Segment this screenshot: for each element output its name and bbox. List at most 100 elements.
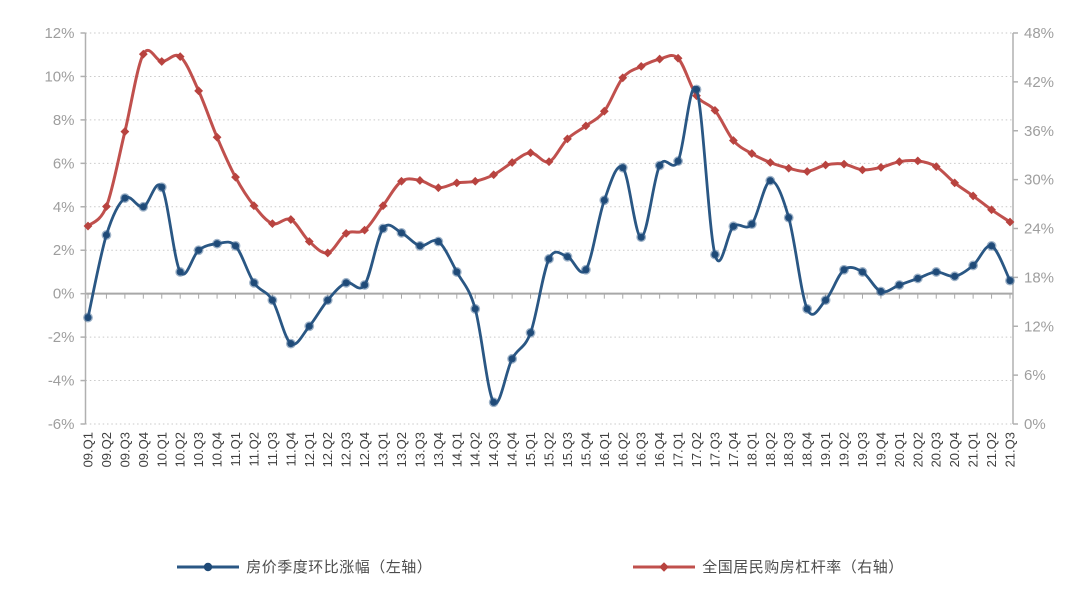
x-axis-label: 14.Q4 <box>505 432 520 467</box>
x-axis-label: 19.Q1 <box>818 432 833 467</box>
price-data-point-marker <box>599 195 610 206</box>
leverage-data-point-marker <box>138 49 148 59</box>
x-axis-label: 11.Q1 <box>228 432 243 466</box>
x-axis-label: 15.Q4 <box>578 432 593 467</box>
price-data-point-marker <box>1005 275 1015 286</box>
price-data-point-marker <box>765 175 776 186</box>
price-data-point-marker <box>949 271 960 282</box>
x-axis-label: 09.Q1 <box>81 432 96 467</box>
leverage-data-point-marker <box>802 167 812 176</box>
chart-legend: 房价季度环比涨幅（左轴） 全国居民购房杠杆率（右轴） <box>0 556 1080 577</box>
series-line-price <box>86 85 1012 405</box>
left-axis-label: 12% <box>44 25 74 42</box>
x-axis-label: 21.Q2 <box>984 432 999 467</box>
left-axis-label: 0% <box>53 286 75 303</box>
price-data-point-marker <box>193 245 204 256</box>
leverage-data-point-marker <box>710 105 720 115</box>
price-data-point-marker <box>876 286 886 297</box>
price-data-point-marker <box>138 201 149 212</box>
price-data-point-marker <box>562 251 573 262</box>
x-axis-label: 16.Q1 <box>597 432 612 467</box>
price-data-point-marker <box>378 223 388 234</box>
x-axis-label: 14.Q3 <box>486 432 501 467</box>
x-axis-label: 21.Q3 <box>1003 432 1018 467</box>
price-data-point-marker <box>83 312 93 323</box>
leverage-data-point-marker <box>839 159 849 169</box>
price-data-point-marker <box>820 295 831 306</box>
leverage-data-point-marker <box>784 163 794 173</box>
x-axis-label: 16.Q4 <box>652 432 667 467</box>
leverage-data-point-marker <box>378 201 388 211</box>
price-data-point-marker <box>267 295 278 306</box>
x-axis-label: 11.Q3 <box>265 432 280 466</box>
legend-label-leverage: 全国居民购房杠杆率（右轴） <box>702 559 904 576</box>
x-axis-label: 09.Q3 <box>117 432 132 467</box>
right-axis-label: 24% <box>1024 221 1054 238</box>
leverage-data-point-marker <box>968 191 978 201</box>
leverage-data-point-marker <box>360 225 369 235</box>
price-data-point-marker <box>636 232 647 243</box>
leverage-data-point-marker <box>231 172 240 182</box>
price-data-point-marker <box>101 230 112 240</box>
x-axis-label: 13.Q2 <box>394 432 409 467</box>
right-axis-label: 18% <box>1024 269 1054 286</box>
price-data-point-marker <box>802 303 813 314</box>
x-axis-label: 10.Q1 <box>154 432 169 467</box>
leverage-data-point-marker <box>636 61 646 71</box>
price-data-point-marker <box>285 338 296 349</box>
right-axis-label: 12% <box>1024 318 1054 335</box>
x-axis-label: 17.Q1 <box>671 432 686 467</box>
x-axis-label: 17.Q2 <box>689 432 704 467</box>
left-axis-label: 10% <box>44 68 74 85</box>
leverage-data-point-marker <box>120 127 130 136</box>
leverage-data-point-marker <box>765 158 775 167</box>
price-data-point-marker <box>119 193 130 203</box>
x-axis-label: 17.Q4 <box>726 432 741 467</box>
price-data-point-marker <box>968 260 979 271</box>
leverage-data-point-marker <box>304 237 314 246</box>
x-axis-label: 20.Q1 <box>892 432 907 467</box>
x-axis-label: 12.Q4 <box>357 432 372 467</box>
right-axis-label: 36% <box>1024 123 1054 140</box>
price-data-point-marker <box>986 240 997 251</box>
price-data-point-marker <box>580 264 591 275</box>
price-data-point-marker <box>341 277 352 288</box>
right-axis-label: 42% <box>1024 74 1054 91</box>
x-axis-label: 11.Q2 <box>246 432 261 466</box>
leverage-data-point-marker <box>655 54 665 64</box>
price-data-point-marker <box>673 156 683 167</box>
left-axis-label: -6% <box>48 416 75 433</box>
right-axis-label: 6% <box>1024 367 1046 384</box>
price-data-point-marker <box>654 160 665 171</box>
leverage-data-point-marker <box>931 162 941 171</box>
x-axis-label: 19.Q2 <box>837 432 852 467</box>
price-data-point-marker <box>746 219 757 230</box>
price-data-point-marker <box>839 264 849 275</box>
x-axis-label: 14.Q2 <box>468 432 483 467</box>
x-axis-label: 13.Q3 <box>412 432 427 467</box>
price-data-point-marker <box>617 162 628 173</box>
price-data-point-marker <box>156 182 167 193</box>
legend-line-circle-icon <box>177 562 240 571</box>
leverage-data-point-marker <box>83 221 93 231</box>
leverage-data-point-marker <box>507 158 517 167</box>
price-data-point-marker <box>396 227 407 238</box>
price-data-point-marker <box>451 267 462 277</box>
leverage-data-point-marker <box>599 106 609 116</box>
x-axis-label: 20.Q2 <box>910 432 925 467</box>
legend-item-leverage-series: 全国居民购房杠杆率（右轴） <box>632 556 904 577</box>
leverage-data-point-marker <box>212 132 222 142</box>
leverage-data-point-marker <box>415 176 425 185</box>
leverage-data-point-marker <box>858 165 867 175</box>
series-line-leverage <box>86 48 1012 255</box>
price-data-point-marker <box>525 327 536 338</box>
leverage-data-point-marker <box>673 53 683 63</box>
x-axis-label: 12.Q1 <box>302 432 317 467</box>
leverage-data-point-marker <box>157 57 167 66</box>
leverage-data-point-marker <box>397 176 406 186</box>
x-axis-label: 15.Q2 <box>542 432 557 467</box>
price-data-point-marker <box>488 397 499 408</box>
price-data-point-marker <box>507 353 518 364</box>
leverage-data-point-marker <box>544 157 554 167</box>
